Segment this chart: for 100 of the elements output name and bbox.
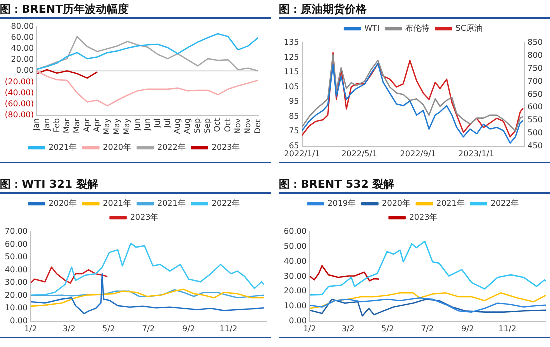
y-tick-label: 20.00	[11, 55, 34, 64]
x-tick-label: Feb	[52, 118, 62, 133]
x-tick-label: Dec	[253, 118, 262, 134]
y2-tick-label: 450	[528, 141, 544, 150]
y2-tick-label: 800	[528, 51, 544, 60]
y-tick-label: 30.00	[4, 278, 28, 288]
legend-label: 2022年	[490, 199, 520, 208]
x-tick-label: May	[122, 118, 132, 136]
x-tick-label: Sep	[203, 118, 212, 134]
x-tick-label: 3/2	[342, 324, 355, 334]
x-tick-label: Aug	[173, 118, 182, 134]
chart-title: 图：BRENT 532 裂解	[279, 177, 550, 194]
x-tick-label: May	[112, 118, 122, 136]
y-tick-label: 10.00	[284, 302, 307, 311]
y-tick-label: 70.00	[4, 227, 28, 236]
x-tick-label: 1/2	[303, 324, 316, 334]
x-tick-label: 5/2	[382, 324, 394, 334]
y-tick-label: (60.00)	[4, 99, 34, 108]
x-tick-label: 9/2	[462, 324, 474, 334]
y2-tick-label: 750	[528, 64, 544, 73]
x-tick-label: Oct	[223, 118, 232, 132]
y-tick-label: 20.00	[4, 290, 28, 300]
y2-tick-label: 850	[528, 38, 544, 48]
x-tick-label: Jul	[162, 118, 172, 130]
y-tick-label: 80.00	[11, 22, 34, 31]
legend-label: 2020年	[48, 199, 78, 208]
y-tick-label: 60.00	[4, 240, 28, 249]
y-tick-label: 40.00	[4, 265, 28, 274]
legend-label: 2020年	[382, 199, 410, 208]
y-tick-label: 30.00	[284, 272, 307, 281]
legend-label: 2022年	[212, 199, 240, 208]
x-tick-label: Nov	[243, 118, 252, 134]
x-tick-label: Jul	[152, 118, 162, 130]
x-tick-label: 1/2	[24, 324, 38, 334]
legend-label: 2021年	[158, 199, 186, 208]
y-tick-label: 115	[284, 68, 300, 77]
legend-label: 2020年	[103, 143, 132, 152]
x-tick-label: 7/2	[142, 324, 156, 334]
y-tick-label: 0.00	[10, 316, 28, 326]
legend-label: 2023年	[409, 213, 438, 222]
x-tick-label: Sep	[193, 118, 202, 134]
legend-label: 2021年	[436, 199, 465, 208]
y-tick-label: 75	[289, 126, 300, 136]
x-tick-label: Jan	[42, 118, 52, 132]
y-tick-label: (20.00)	[4, 77, 34, 86]
y-tick-label: 60.00	[11, 32, 34, 42]
x-tick-label: 2022/1/1	[284, 149, 320, 158]
legend-label: 2023年	[130, 213, 159, 222]
x-tick-label: Nov	[233, 118, 242, 134]
y-tick-label: 40.00	[11, 44, 34, 54]
x-tick-label: Aug	[183, 118, 192, 134]
chart-title: 图：WTI 321 裂解	[0, 177, 271, 194]
x-tick-label: 9/2	[182, 324, 196, 334]
y-tick-label: 50.00	[4, 252, 28, 262]
x-tick-label: Apr	[82, 118, 92, 132]
legend-label: SC原油	[456, 24, 482, 34]
x-tick-label: Mar	[72, 118, 82, 134]
x-tick-label: 2022/9/1	[400, 149, 436, 158]
chart-title: 图：BRENT历年波动幅度	[0, 2, 271, 19]
y2-tick-label: 650	[528, 90, 544, 99]
legend-label: 2019年	[328, 199, 356, 208]
y-tick-label: 60.00	[284, 227, 307, 236]
legend-label: 2022年	[158, 143, 186, 152]
y-tick-label: 40.00	[284, 256, 307, 266]
legend-label: 2021年	[48, 143, 78, 152]
chart-title: 图：原油期货价格	[279, 2, 550, 19]
y2-tick-label: 500	[528, 128, 544, 138]
x-tick-label: 11/2	[498, 324, 517, 334]
x-tick-label: 3/2	[62, 324, 76, 334]
x-tick-label: 7/2	[421, 324, 434, 334]
y-tick-label: 65	[289, 141, 300, 150]
y2-tick-label: 700	[528, 76, 544, 86]
y2-tick-label: 600	[528, 102, 544, 112]
y-tick-label: 0.00	[289, 316, 307, 326]
x-tick-label: Mar	[62, 118, 72, 134]
x-tick-label: Oct	[213, 118, 222, 132]
y-tick-label: 135	[284, 38, 300, 48]
legend-label: WTI	[364, 24, 380, 34]
x-tick-label: Jan	[32, 118, 42, 132]
y-tick-label: 0.00	[16, 66, 34, 76]
x-tick-label: 2022/5/1	[342, 149, 378, 158]
y-tick-label: 50.00	[284, 242, 307, 251]
x-tick-label: Jun	[142, 118, 152, 132]
x-tick-label: 11/2	[220, 324, 238, 334]
y-tick-label: 20.00	[284, 286, 307, 296]
legend-label: 2023年	[212, 143, 240, 152]
legend-label: 布伦特	[406, 24, 430, 34]
y-tick-label: 105	[284, 82, 300, 92]
legend-label: 2021年	[103, 199, 132, 208]
x-tick-label: Jun	[132, 118, 142, 132]
x-tick-label: May	[102, 118, 112, 136]
y-tick-label: (40.00)	[4, 88, 34, 98]
y-tick-label: 85	[289, 112, 300, 121]
x-tick-label: 5/2	[102, 324, 116, 334]
y2-tick-label: 550	[528, 116, 544, 125]
y-tick-label: 125	[284, 52, 300, 62]
y-tick-label: (80.00)	[4, 110, 34, 120]
x-tick-label: Apr	[92, 118, 102, 132]
x-tick-label: 2023/1/1	[458, 149, 494, 158]
y-tick-label: 95	[289, 97, 300, 106]
